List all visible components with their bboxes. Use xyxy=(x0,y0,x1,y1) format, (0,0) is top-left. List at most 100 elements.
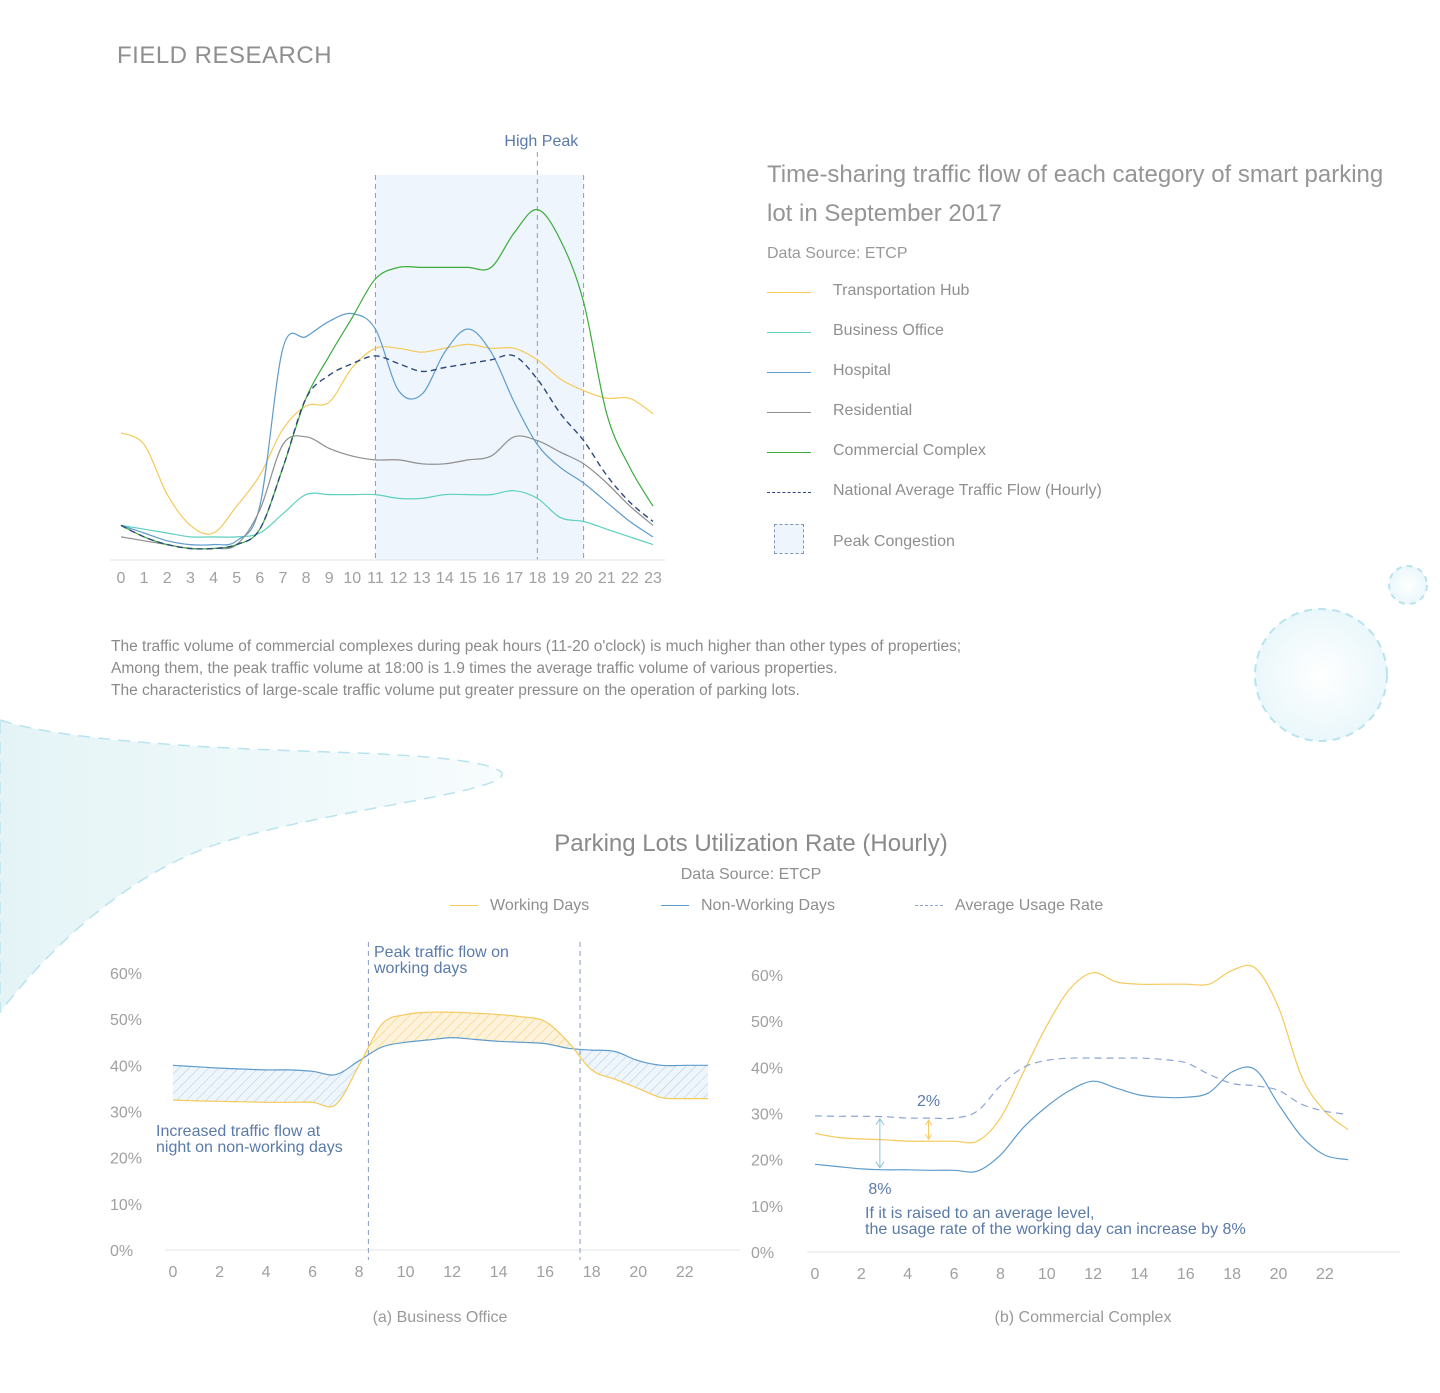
legend-working-line xyxy=(450,905,478,907)
series-line-nonworking xyxy=(172,1036,708,1076)
x-tick-label: 22 xyxy=(621,570,639,587)
chart-b-caption: (b) Commercial Complex xyxy=(995,1309,1172,1326)
x-tick-label: 18 xyxy=(583,1264,601,1281)
series-line-commercial xyxy=(120,208,654,550)
commercial-complex-chart: 0% 10% 20% 30% 40% 50% 60% 0 2 4 6 8 10 12 14 16 18 20 22 2… xyxy=(751,964,1400,1326)
x-tick-label: 5 xyxy=(232,570,241,587)
usage-note-line2: the usage rate of the working day can in… xyxy=(865,1221,1246,1238)
nonworking-surplus-area xyxy=(173,1060,360,1107)
series-line-hospital xyxy=(120,312,654,546)
y-tick-label: 0% xyxy=(110,1243,133,1260)
x-tick-label: 16 xyxy=(1177,1266,1195,1283)
gap-label-small: 2% xyxy=(917,1093,940,1110)
small-bubble xyxy=(1388,565,1428,605)
series-line-average xyxy=(120,354,654,550)
x-tick-label: 14 xyxy=(1131,1266,1149,1283)
night-annotation-line1: Increased traffic flow at xyxy=(156,1123,321,1140)
x-tick-label: 22 xyxy=(676,1264,694,1281)
x-tick-label: 8 xyxy=(302,570,311,587)
description: The traffic volume of commercial complex… xyxy=(111,636,961,702)
chart1-title: Time-sharing traffic flow of each catego… xyxy=(767,161,1384,227)
series-line-avg_rate xyxy=(814,1057,1349,1120)
chart-a-caption: (a) Business Office xyxy=(373,1309,508,1326)
x-tick-label: 13 xyxy=(413,570,431,587)
legend-line-commercial xyxy=(767,452,811,453)
y-tick-label: 60% xyxy=(751,968,783,985)
y-tick-label: 30% xyxy=(110,1105,142,1122)
x-tick-label: 10 xyxy=(1038,1266,1056,1283)
x-tick-label: 20 xyxy=(575,570,593,587)
description-line: Among them, the peak traffic volume at 1… xyxy=(111,660,838,677)
legend-line-transport xyxy=(767,292,811,293)
x-tick-label: 16 xyxy=(536,1264,554,1281)
legend-nonworking: Non-Working Days xyxy=(661,897,835,915)
peak-annotation-line1: Peak traffic flow on xyxy=(374,944,509,961)
x-tick-label: 9 xyxy=(325,570,334,587)
chart2-source: Data Source: ETCP xyxy=(680,866,822,883)
gap-arrow-large-head-top xyxy=(875,1117,885,1126)
x-tick-label: 15 xyxy=(459,570,477,587)
legend-label-residential: Residential xyxy=(833,402,913,419)
series-line-nonworking xyxy=(814,1066,1349,1173)
page-title: FIELD RESEARCH xyxy=(117,42,333,69)
gap-arrow-small-head-top xyxy=(925,1119,932,1126)
peak-congestion-swatch xyxy=(774,524,804,554)
legend-item-commercial: Commercial Complex xyxy=(767,438,1187,478)
y-tick-label: 40% xyxy=(110,1058,142,1075)
series-line-working xyxy=(172,1011,709,1108)
series-line-business xyxy=(120,490,654,546)
nonworking-surplus-area xyxy=(568,1042,708,1099)
x-tick-label: 19 xyxy=(552,570,570,587)
gap-arrow-small-head-bottom xyxy=(925,1133,932,1141)
x-tick-label: 14 xyxy=(490,1264,508,1281)
chart1-source: Data Source: ETCP xyxy=(767,245,908,262)
peak-annotation-line2: working days xyxy=(373,960,467,977)
y-tick-label: 10% xyxy=(751,1199,783,1216)
x-tick-label: 6 xyxy=(950,1266,959,1283)
x-tick-label: 4 xyxy=(209,570,218,587)
x-tick-label: 0 xyxy=(811,1266,820,1283)
x-tick-label: 22 xyxy=(1316,1266,1334,1283)
legend-average-line xyxy=(915,905,943,907)
x-tick-label: 12 xyxy=(443,1264,461,1281)
y-tick-label: 40% xyxy=(751,1060,783,1077)
business-office-chart: 0% 10% 20% 30% 40% 50% 60% 0 2 4 6 8 10 12 14 16 18 20 22 P… xyxy=(110,942,740,1326)
description-line: The traffic volume of commercial complex… xyxy=(111,638,962,655)
gap-label-large: 8% xyxy=(868,1181,891,1198)
legend-item-hospital: Hospital xyxy=(767,358,1187,398)
x-tick-label: 1 xyxy=(140,570,149,587)
legend-label-average: National Average Traffic Flow (Hourly) xyxy=(833,482,1102,499)
gap-arrow-large-head-bottom xyxy=(875,1161,885,1169)
x-tick-label: 0 xyxy=(169,1264,178,1281)
x-tick-label: 11 xyxy=(367,570,384,587)
legend-nonworking-line xyxy=(661,905,689,907)
legend-line-hospital xyxy=(767,372,811,373)
x-tick-label: 14 xyxy=(436,570,454,587)
description-line: The characteristics of large-scale traff… xyxy=(111,682,800,699)
x-tick-label: 7 xyxy=(278,570,287,587)
x-tick-label: 18 xyxy=(528,570,546,587)
working-surplus-area xyxy=(359,1012,569,1066)
legend-label-business: Business Office xyxy=(833,322,944,339)
y-tick-label: 20% xyxy=(751,1153,783,1170)
x-tick-label: 2 xyxy=(163,570,172,587)
peak-congestion-label: Peak Congestion xyxy=(833,533,955,550)
legend-line-residential xyxy=(767,412,811,413)
series-line-working xyxy=(814,964,1349,1144)
y-tick-label: 50% xyxy=(751,1014,783,1031)
x-tick-label: 8 xyxy=(996,1266,1005,1283)
peak-congestion-band xyxy=(375,175,584,560)
legend-working-label: Working Days xyxy=(490,897,590,914)
x-tick-label: 0 xyxy=(117,570,126,587)
y-tick-label: 50% xyxy=(110,1012,142,1029)
x-tick-label: 12 xyxy=(1084,1266,1102,1283)
legend-label-hospital: Hospital xyxy=(833,362,891,379)
wave-shape xyxy=(0,719,503,1014)
x-tick-label: 10 xyxy=(343,570,361,587)
x-tick-label: 17 xyxy=(505,570,523,587)
y-tick-label: 20% xyxy=(110,1151,142,1168)
x-tick-label: 6 xyxy=(255,570,264,587)
x-tick-label: 16 xyxy=(482,570,500,587)
legend-item-residential: Residential xyxy=(767,398,1187,438)
